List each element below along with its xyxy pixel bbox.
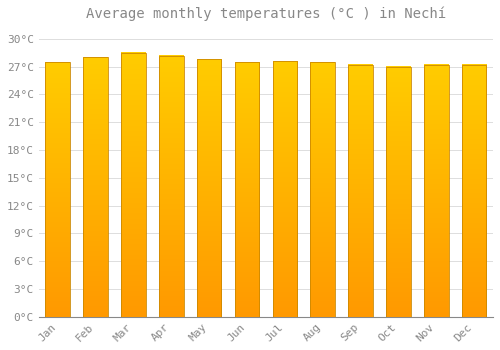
Bar [46,62,70,317]
Title: Average monthly temperatures (°C ) in Nechí: Average monthly temperatures (°C ) in Ne… [86,7,446,21]
Bar [84,57,108,317]
Bar [272,61,297,317]
Bar [310,62,335,317]
Bar [348,65,373,317]
Bar [462,65,486,317]
Bar [234,62,260,317]
Bar [424,65,448,317]
Bar [197,59,222,317]
Bar [121,53,146,317]
Bar [159,56,184,317]
Bar [386,66,410,317]
